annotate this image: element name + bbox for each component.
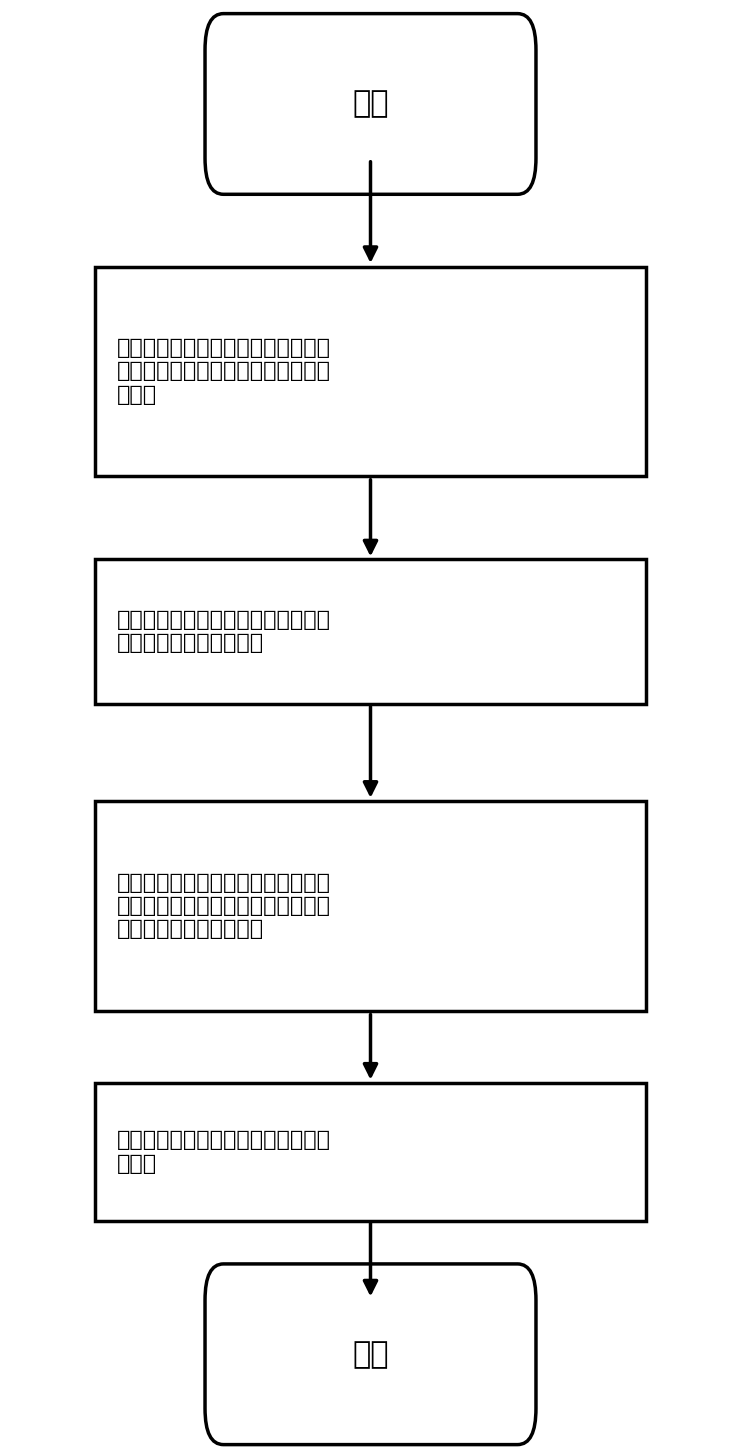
- Text: 结合试验条件和试验数据，确定时空
分形导数对流弥散模型的参数，量化
多孔介质中溶质穿透曲线: 结合试验条件和试验数据，确定时空 分形导数对流弥散模型的参数，量化 多孔介质中溶…: [117, 874, 330, 939]
- Text: 开始: 开始: [352, 90, 389, 119]
- FancyBboxPatch shape: [95, 1084, 646, 1220]
- Text: 选择具体多孔介质中溶质运移过程作
为研究对象，获取溶质穿透曲线的试
验数据: 选择具体多孔介质中溶质运移过程作 为研究对象，获取溶质穿透曲线的试 验数据: [117, 338, 330, 405]
- Text: 结束: 结束: [352, 1339, 389, 1368]
- FancyBboxPatch shape: [95, 801, 646, 1011]
- Text: 考察模型参数与时间或空间尺度的定
量关系: 考察模型参数与时间或空间尺度的定 量关系: [117, 1130, 330, 1174]
- Text: 建立时空分形导数对流弥散模型，推
导对流弥散模型的解析解: 建立时空分形导数对流弥散模型，推 导对流弥散模型的解析解: [117, 609, 330, 653]
- FancyBboxPatch shape: [95, 267, 646, 476]
- FancyBboxPatch shape: [205, 1264, 536, 1445]
- FancyBboxPatch shape: [95, 559, 646, 704]
- FancyBboxPatch shape: [205, 13, 536, 194]
